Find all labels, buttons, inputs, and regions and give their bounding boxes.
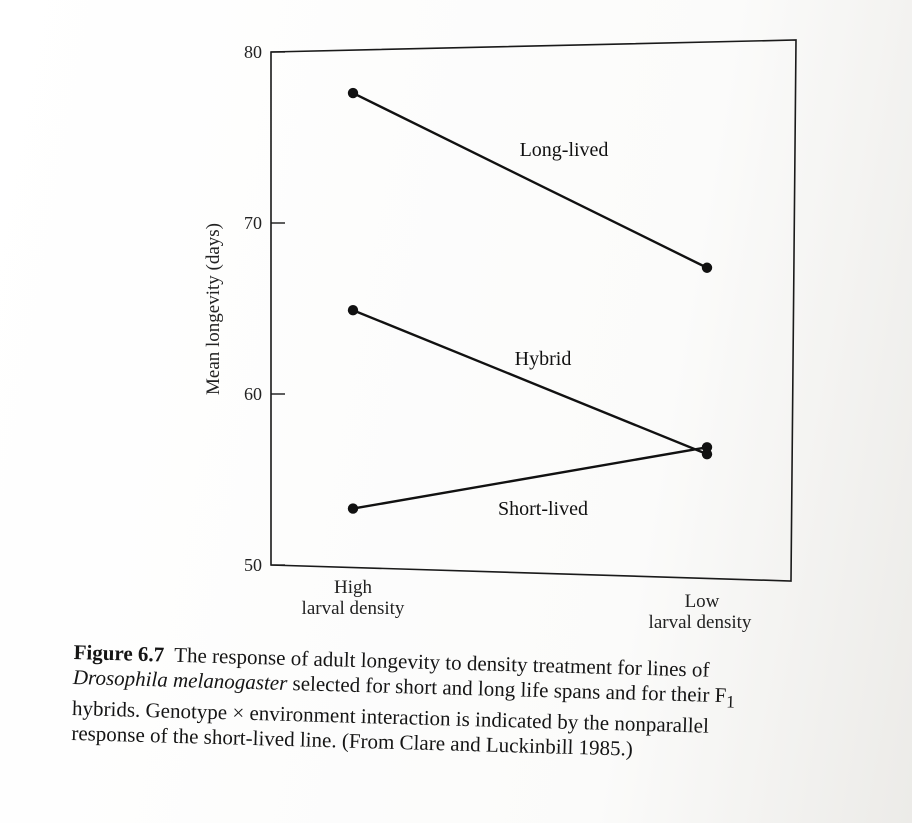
y-tick-label-80: 80 bbox=[244, 42, 262, 62]
series-line-short-lived bbox=[352, 446, 708, 510]
y-tick-label-70: 70 bbox=[244, 213, 262, 233]
series-line-hybrid bbox=[352, 309, 708, 456]
data-point-short-lived-1 bbox=[701, 442, 713, 453]
x-category-label-line: larval density bbox=[649, 612, 752, 633]
figure-label: Figure 6.7 bbox=[73, 640, 165, 667]
series-label-short-lived: Short-lived bbox=[498, 498, 588, 520]
x-category-label-line: Low bbox=[685, 591, 720, 612]
y-tick-label-60: 60 bbox=[244, 384, 262, 404]
data-point-long-lived-1 bbox=[701, 262, 713, 273]
x-category-label-0: High larval density bbox=[302, 577, 405, 619]
caption-subscript: 1 bbox=[725, 691, 736, 712]
x-category-label-line: larval density bbox=[302, 598, 405, 619]
x-category-label-1: Low larval density bbox=[649, 591, 752, 633]
series-label-hybrid: Hybrid bbox=[515, 348, 572, 370]
series-label-long-lived: Long-lived bbox=[520, 139, 609, 161]
data-point-short-lived-0 bbox=[347, 503, 359, 514]
y-axis-label: Mean longevity (days) bbox=[203, 223, 224, 395]
data-point-hybrid-0 bbox=[347, 305, 359, 316]
y-tick-label-50: 50 bbox=[244, 555, 262, 575]
x-category-label-line: High bbox=[334, 577, 373, 598]
species-name: Drosophila melanogaster bbox=[72, 664, 288, 695]
series-line-long-lived bbox=[352, 91, 708, 269]
data-point-long-lived-0 bbox=[347, 87, 359, 99]
